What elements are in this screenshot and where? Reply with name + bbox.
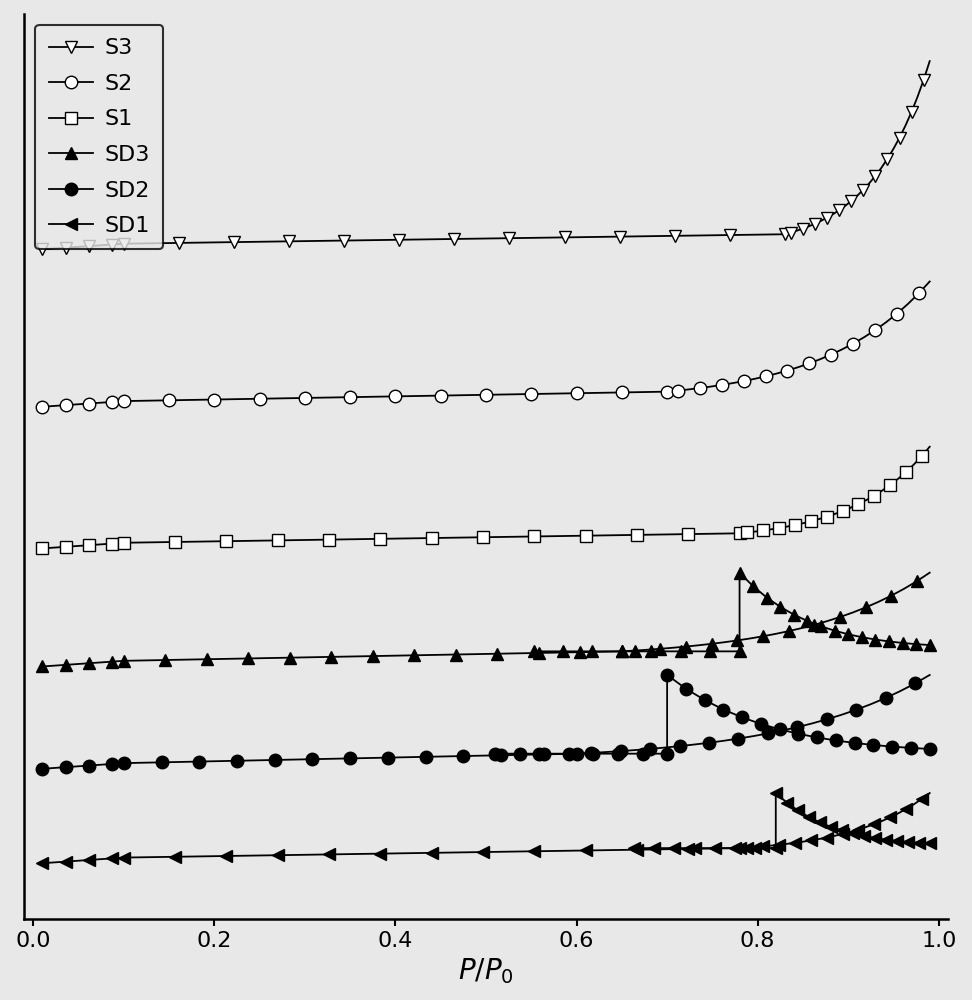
S1	[774, 522, 785, 534]
SD3	[37, 660, 49, 672]
S3	[923, 55, 935, 67]
SD2	[212, 755, 224, 767]
S1	[246, 535, 258, 547]
S3	[912, 91, 923, 103]
S1	[908, 458, 920, 470]
S3	[283, 235, 295, 247]
X-axis label: $P/P_0$: $P/P_0$	[458, 956, 514, 986]
S2	[37, 401, 49, 413]
SD1	[37, 857, 49, 869]
S3	[870, 170, 882, 182]
S1	[852, 498, 864, 510]
SD1	[805, 834, 816, 846]
SD2	[791, 721, 803, 733]
S3	[833, 204, 845, 216]
S1	[37, 542, 49, 554]
Line: S2: S2	[36, 275, 936, 413]
SD3	[923, 567, 935, 579]
S1	[805, 515, 816, 527]
SD2	[644, 743, 656, 755]
SD1	[852, 824, 864, 836]
SD2	[923, 669, 935, 681]
S2	[760, 370, 772, 382]
SD1	[272, 849, 284, 861]
S2	[902, 298, 914, 310]
S2	[231, 393, 243, 405]
SD3	[243, 652, 255, 664]
S3	[37, 243, 49, 255]
Legend: S3, S2, S1, SD3, SD2, SD1: S3, S2, S1, SD3, SD2, SD1	[35, 25, 163, 249]
SD1	[246, 850, 258, 862]
S1	[923, 441, 935, 453]
SD3	[680, 641, 692, 653]
S2	[254, 393, 265, 405]
SD2	[231, 755, 243, 767]
Line: SD3: SD3	[36, 566, 936, 673]
SD3	[732, 634, 744, 646]
S1	[272, 534, 284, 546]
SD2	[703, 737, 714, 749]
S2	[825, 349, 837, 361]
Line: SD2: SD2	[36, 669, 936, 775]
SD2	[894, 685, 906, 697]
SD3	[809, 619, 820, 631]
Line: SD1: SD1	[36, 787, 936, 869]
Line: S1: S1	[37, 441, 935, 554]
Line: S3: S3	[36, 55, 936, 256]
SD3	[898, 583, 910, 595]
S2	[716, 379, 728, 391]
S2	[923, 275, 935, 287]
S3	[809, 218, 820, 230]
S3	[256, 236, 267, 248]
SD1	[923, 787, 935, 799]
SD3	[222, 653, 233, 665]
SD1	[774, 839, 785, 851]
SD1	[908, 798, 920, 810]
SD2	[37, 763, 49, 775]
